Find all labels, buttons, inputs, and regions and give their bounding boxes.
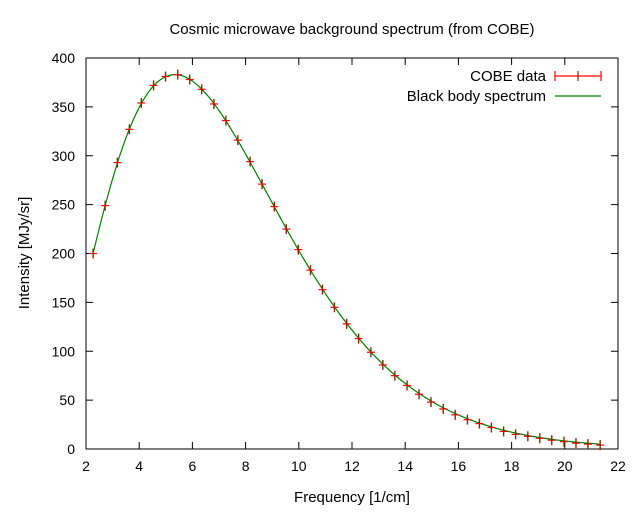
data-point-cobe <box>451 409 460 420</box>
data-point-cobe <box>113 157 122 168</box>
data-point-cobe <box>475 418 484 429</box>
data-point-cobe <box>149 80 158 91</box>
data-point-cobe <box>535 433 544 444</box>
y-tick-label: 100 <box>52 343 76 359</box>
y-tick-label: 150 <box>52 294 76 310</box>
x-tick-label: 8 <box>242 458 250 474</box>
data-point-cobe <box>390 370 399 381</box>
data-point-cobe <box>547 435 556 446</box>
data-point-cobe <box>596 440 605 451</box>
x-tick-label: 20 <box>557 458 573 474</box>
data-point-cobe <box>342 318 351 329</box>
data-point-cobe <box>258 179 267 190</box>
data-point-cobe <box>209 98 218 109</box>
chart-title: Cosmic microwave background spectrum (fr… <box>169 21 534 38</box>
y-axis: 0 50 100 150 200 250 300 350 400 <box>52 50 618 457</box>
legend: COBE data Black body spectrum <box>407 68 602 105</box>
y-tick-label: 400 <box>52 50 76 66</box>
data-point-cobe <box>487 422 496 433</box>
data-point-cobe <box>354 333 363 344</box>
data-point-cobe <box>403 380 412 391</box>
y-tick-label: 50 <box>59 392 75 408</box>
data-point-cobe <box>161 71 170 82</box>
x-tick-label: 14 <box>397 458 413 474</box>
data-point-cobe <box>583 439 592 450</box>
data-point-cobe <box>89 248 98 259</box>
series-layer <box>89 69 605 451</box>
x-tick-label: 16 <box>451 458 467 474</box>
data-point-cobe <box>306 265 315 276</box>
x-tick-label: 12 <box>344 458 360 474</box>
data-point-cobe <box>185 74 194 85</box>
x-tick-label: 6 <box>189 458 197 474</box>
data-point-cobe <box>330 302 339 313</box>
data-point-cobe <box>221 115 230 126</box>
y-tick-label: 250 <box>52 197 76 213</box>
data-point-cobe <box>463 414 472 425</box>
y-axis-label: Intensity [MJy/sr] <box>16 197 33 310</box>
data-point-cobe <box>125 124 134 135</box>
y-tick-label: 300 <box>52 148 76 164</box>
x-tick-label: 4 <box>135 458 143 474</box>
data-point-cobe <box>294 244 303 255</box>
data-point-cobe <box>270 201 279 212</box>
x-axis: 2 4 6 8 10 12 14 16 18 20 22 <box>82 58 626 474</box>
y-tick-label: 0 <box>67 441 75 457</box>
data-point-cobe <box>427 397 436 408</box>
data-point-cobe <box>511 429 520 440</box>
x-tick-label: 22 <box>610 458 626 474</box>
data-point-cobe <box>101 200 110 211</box>
legend-label-black-body: Black body spectrum <box>407 88 546 105</box>
data-point-cobe <box>197 84 206 95</box>
data-point-cobe <box>439 403 448 414</box>
data-point-cobe <box>282 224 291 235</box>
data-point-cobe <box>415 389 424 400</box>
data-point-cobe <box>366 347 375 358</box>
data-point-cobe <box>246 156 255 167</box>
x-tick-label: 18 <box>504 458 520 474</box>
data-point-cobe <box>523 431 532 442</box>
x-tick-label: 2 <box>82 458 90 474</box>
data-point-cobe <box>137 97 146 108</box>
series-line-black-body <box>92 74 601 445</box>
data-point-cobe <box>378 359 387 370</box>
legend-label-cobe-data: COBE data <box>470 68 547 85</box>
y-tick-label: 350 <box>52 99 76 115</box>
y-tick-label: 200 <box>52 246 76 262</box>
x-tick-label: 10 <box>291 458 307 474</box>
plot-area <box>85 57 619 450</box>
x-axis-label: Frequency [1/cm] <box>294 489 410 506</box>
data-point-cobe <box>571 438 580 449</box>
data-point-cobe <box>318 284 327 295</box>
data-point-cobe <box>499 426 508 437</box>
data-point-cobe <box>233 135 242 146</box>
data-point-cobe <box>173 69 182 80</box>
data-point-cobe <box>560 436 569 447</box>
